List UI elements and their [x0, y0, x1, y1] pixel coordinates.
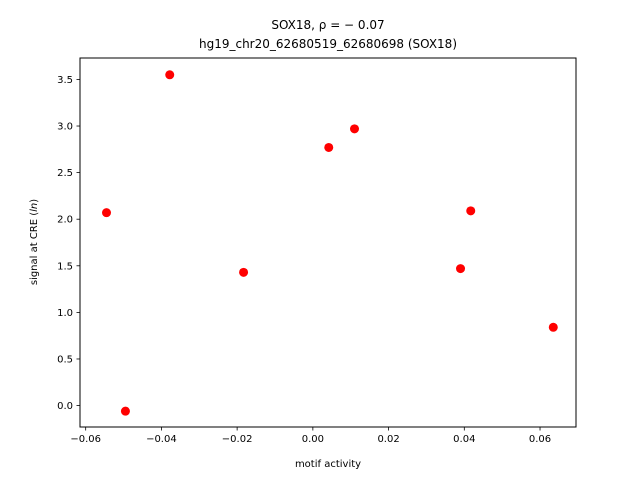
x-tick-label: −0.06 [70, 434, 101, 445]
data-point [456, 264, 466, 274]
x-axis-label: motif activity [295, 459, 361, 470]
data-point [548, 322, 558, 332]
y-axis-ticks: 0.0 0.5 1.0 1.5 2.0 2.5 3.0 3.5 [57, 75, 80, 412]
y-tick-label: 3.5 [57, 75, 73, 86]
x-tick-label: 0.06 [529, 434, 551, 445]
x-tick-label: 0.00 [302, 434, 324, 445]
y-tick-label: 2.5 [57, 168, 73, 179]
chart-title-line-2: hg19_chr20_62680519_62680698 (SOX18) [199, 37, 457, 51]
y-tick-label: 1.5 [57, 261, 73, 272]
y-axis-label: signal at CRE (ln) [29, 199, 40, 285]
plot-area-frame [79, 57, 577, 428]
data-point [120, 406, 130, 416]
y-tick-label: 2.0 [57, 215, 73, 226]
x-tick-label: 0.04 [453, 434, 475, 445]
y-tick-label: 3.0 [57, 122, 73, 133]
data-point [350, 124, 360, 134]
x-tick-label: 0.02 [377, 434, 399, 445]
chart-title-line-1: SOX18, ρ = − 0.07 [271, 18, 384, 32]
data-point [324, 142, 334, 152]
y-tick-label: 0.0 [57, 401, 73, 412]
y-tick-label: 0.5 [57, 354, 73, 365]
data-point [165, 70, 175, 80]
data-point [466, 206, 476, 216]
x-axis-ticks: −0.06 −0.04 −0.02 0.00 0.02 0.04 0.06 [70, 427, 551, 445]
x-tick-label: −0.02 [222, 434, 253, 445]
data-points [102, 70, 558, 416]
data-point [102, 208, 112, 218]
y-tick-label: 1.0 [57, 308, 73, 319]
x-tick-label: −0.04 [146, 434, 177, 445]
data-point [239, 267, 249, 277]
